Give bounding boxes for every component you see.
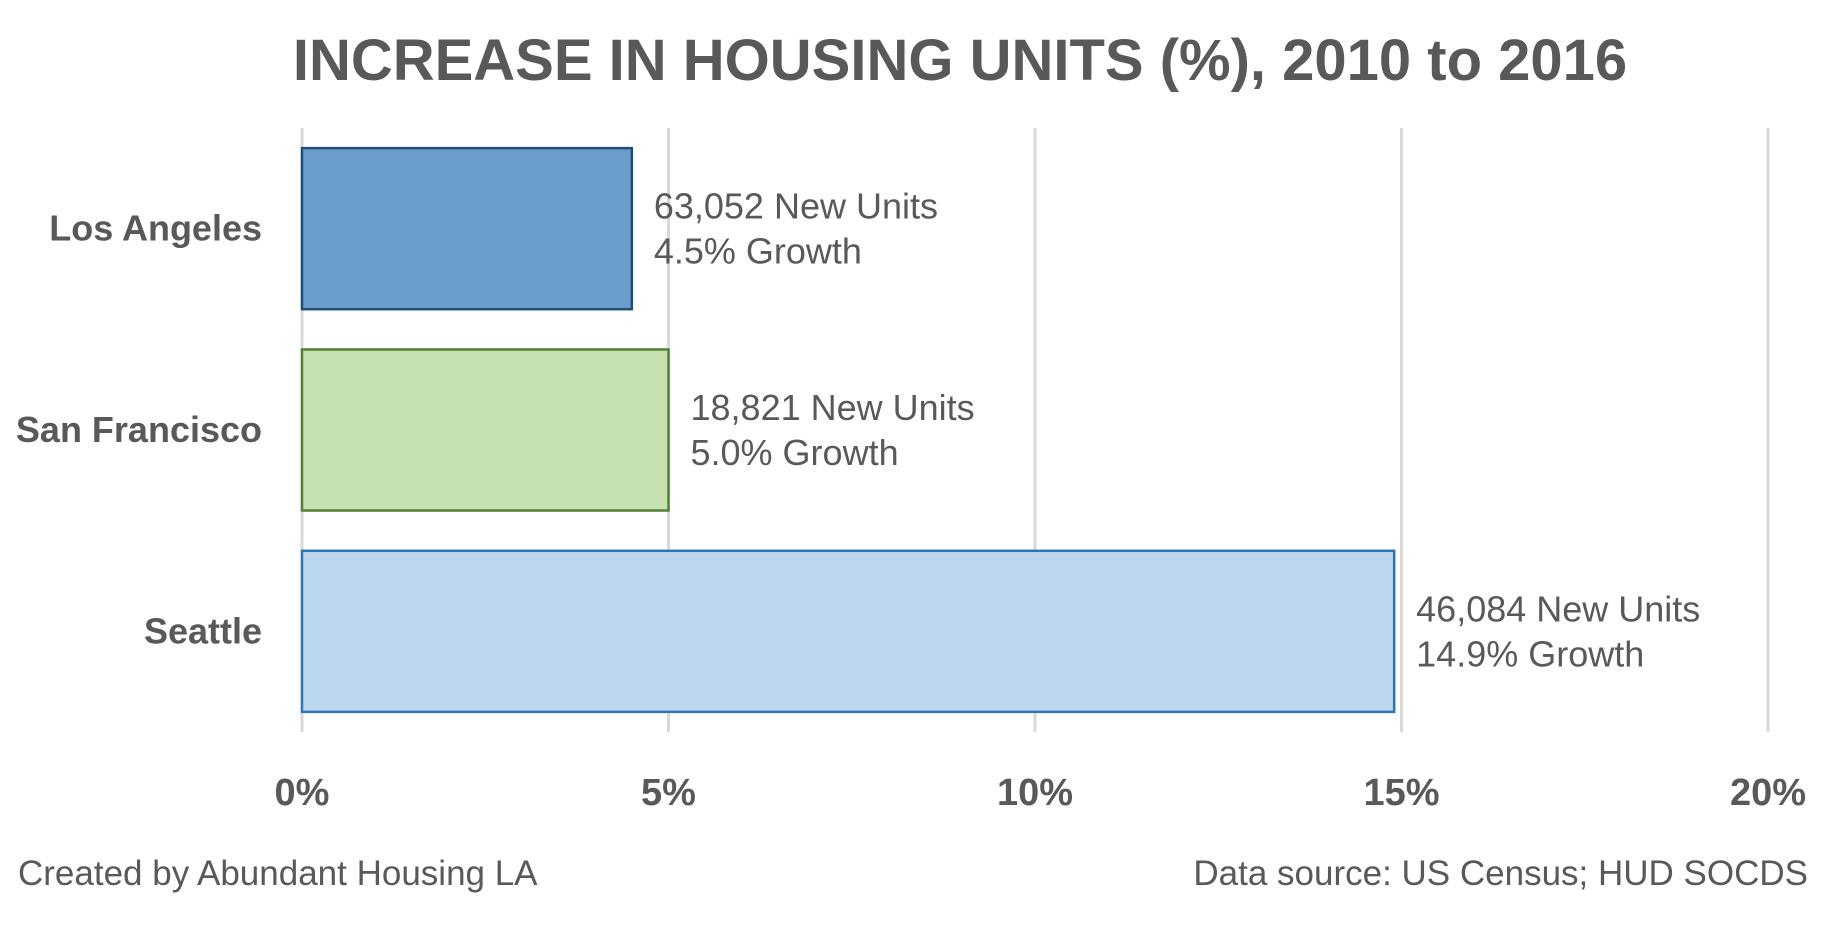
chart-title: INCREASE IN HOUSING UNITS (%), 2010 to 2… [293, 28, 1627, 93]
x-tick-label: 20% [1730, 772, 1806, 814]
category-label: Seattle [144, 610, 262, 651]
data-label: 46,084 New Units [1416, 588, 1700, 629]
data-label: 4.5% Growth [654, 231, 862, 272]
source-text: Data source: US Census; HUD SOCDS [1193, 854, 1808, 893]
data-label: 14.9% Growth [1416, 633, 1644, 674]
data-label: 18,821 New Units [691, 387, 975, 428]
bar-san-francisco [300, 348, 670, 512]
category-label: Los Angeles [49, 208, 262, 249]
x-axis-tick-labels: 0% 5% 10% 15% 20% [275, 772, 1806, 814]
data-label: 63,052 New Units [654, 186, 938, 227]
x-tick-label: 10% [997, 772, 1073, 814]
x-tick-label: 0% [275, 772, 330, 814]
data-label: 5.0% Growth [691, 432, 899, 473]
bar-seattle [300, 549, 1396, 714]
bars [300, 146, 1396, 714]
category-labels: Los Angeles San Francisco Seattle [16, 208, 262, 652]
credit-text: Created by Abundant Housing LA [18, 854, 538, 893]
x-tick-label: 5% [641, 772, 696, 814]
category-label: San Francisco [16, 409, 262, 450]
bar-los-angeles [300, 146, 634, 311]
x-tick-label: 15% [1363, 772, 1439, 814]
